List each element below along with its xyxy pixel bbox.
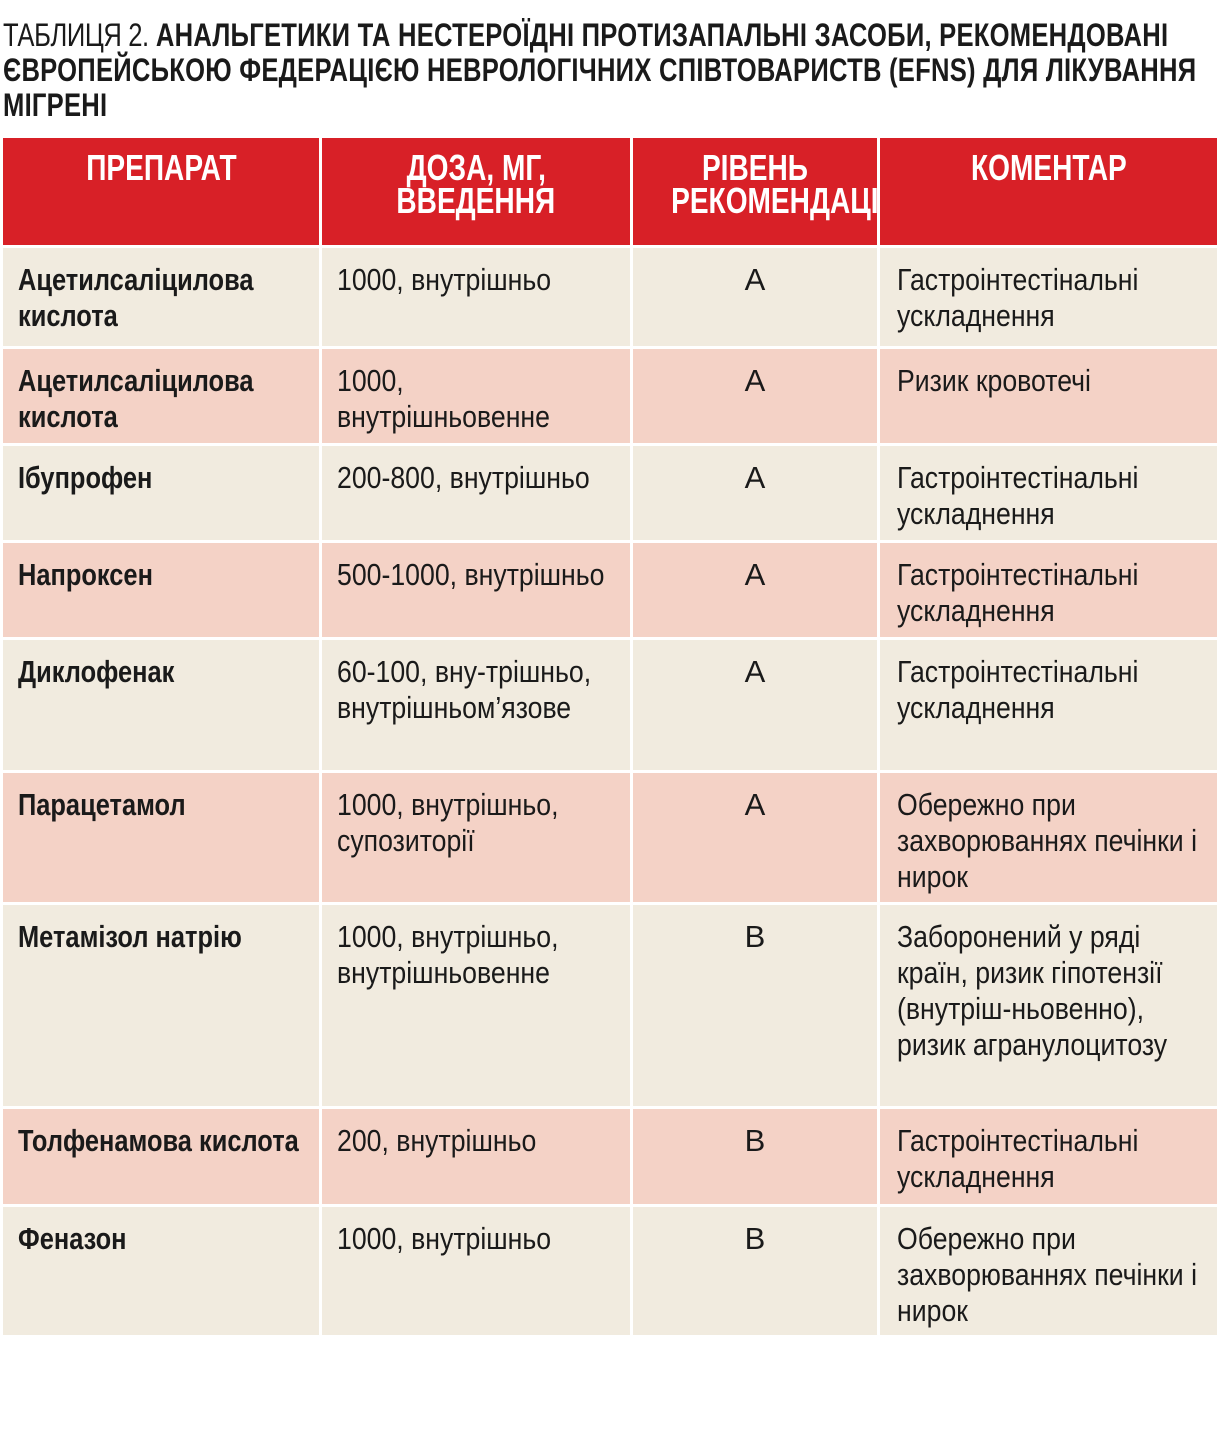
table-row: Феназон 1000, внутрішньо B Обережно при … — [3, 1207, 1217, 1335]
drug-cell: Толфенамова кислота — [3, 1109, 319, 1204]
table-row: Толфенамова кислота 200, внутрішньо B Га… — [3, 1109, 1217, 1204]
table-row: Ацетилсаліцилова кислота 1000, внутрішнь… — [3, 349, 1217, 443]
drug-cell: Ацетилсаліцилова кислота — [3, 349, 319, 443]
table-row: Парацетамол 1000, внутрішньо, супозиторі… — [3, 773, 1217, 902]
level-cell: B — [633, 1207, 877, 1335]
header-dose: ДОЗА, МГ, ВВЕДЕННЯ — [322, 138, 630, 245]
table-row: Диклофенак 60-100, вну-трішньо, внутрішн… — [3, 640, 1217, 770]
comment-cell: Ризик кровотечі — [880, 349, 1217, 443]
level-cell: A — [633, 446, 877, 540]
comment-cell: Обережно при захворюваннях печінки і нир… — [880, 773, 1217, 902]
level-cell: B — [633, 905, 877, 1106]
table-row: Метамізол натрію 1000, внутрішньо, внутр… — [3, 905, 1217, 1106]
dose-cell: 1000, внутрішньовенне — [322, 349, 630, 443]
dose-cell: 60-100, вну-трішньо, внутрішньом’язове — [322, 640, 630, 770]
drug-cell: Напроксен — [3, 543, 319, 637]
drug-cell: Метамізол натрію — [3, 905, 319, 1106]
drug-cell: Ацетилсаліцилова кислота — [3, 248, 319, 346]
table-row: Ібупрофен 200-800, внутрішньо A Гастроін… — [3, 446, 1217, 540]
drug-cell: Ібупрофен — [3, 446, 319, 540]
table-header-row: ПРЕПАРАТ ДОЗА, МГ, ВВЕДЕННЯ РІВЕНЬ РЕКОМЕН… — [3, 138, 1217, 245]
table-caption: ТАБЛИЦЯ 2. АНАЛЬГЕТИКИ ТА НЕСТЕРОЇДНІ ПР… — [3, 18, 1203, 123]
level-cell: B — [633, 1109, 877, 1204]
dose-cell: 1000, внутрішньо, супозиторії — [322, 773, 630, 902]
level-cell: A — [633, 543, 877, 637]
level-cell: A — [633, 248, 877, 346]
dose-cell: 200, внутрішньо — [322, 1109, 630, 1204]
drug-cell: Диклофенак — [3, 640, 319, 770]
dose-cell: 1000, внутрішньо — [322, 1207, 630, 1335]
comment-cell: Гастроінтестінальні ускладнення — [880, 248, 1217, 346]
drug-cell: Парацетамол — [3, 773, 319, 902]
comment-cell: Заборонений у ряді країн, ризик гіпотенз… — [880, 905, 1217, 1106]
drug-cell: Феназон — [3, 1207, 319, 1335]
header-level: РІВЕНЬ РЕКОМЕНДАЦІЙ — [633, 138, 877, 245]
comment-cell: Гастроінтестінальні ускладнення — [880, 543, 1217, 637]
level-cell: A — [633, 640, 877, 770]
dose-cell: 1000, внутрішньо, внутрішньовенне — [322, 905, 630, 1106]
caption-title: АНАЛЬГЕТИКИ ТА НЕСТЕРОЇДНІ ПРОТИЗАПАЛЬНІ… — [3, 17, 1197, 123]
level-cell: A — [633, 773, 877, 902]
comment-cell: Гастроінтестінальні ускладнення — [880, 1109, 1217, 1204]
dose-cell: 1000, внутрішньо — [322, 248, 630, 346]
caption-lead: ТАБЛИЦЯ 2. — [3, 17, 149, 53]
analgesics-table: ПРЕПАРАТ ДОЗА, МГ, ВВЕДЕННЯ РІВЕНЬ РЕКОМЕН… — [0, 135, 1220, 1338]
table-row: Ацетилсаліцилова кислота 1000, внутрішнь… — [3, 248, 1217, 346]
dose-cell: 200-800, внутрішньо — [322, 446, 630, 540]
level-cell: A — [633, 349, 877, 443]
comment-cell: Гастроінтестінальні ускладнення — [880, 640, 1217, 770]
dose-cell: 500-1000, внутрішньо — [322, 543, 630, 637]
header-drug: ПРЕПАРАТ — [3, 138, 319, 245]
table-row: Напроксен 500-1000, внутрішньо A Гастроі… — [3, 543, 1217, 637]
header-comment: КОМЕНТАР — [880, 138, 1217, 245]
comment-cell: Обережно при захворюваннях печінки і нир… — [880, 1207, 1217, 1335]
comment-cell: Гастроінтестінальні ускладнення — [880, 446, 1217, 540]
